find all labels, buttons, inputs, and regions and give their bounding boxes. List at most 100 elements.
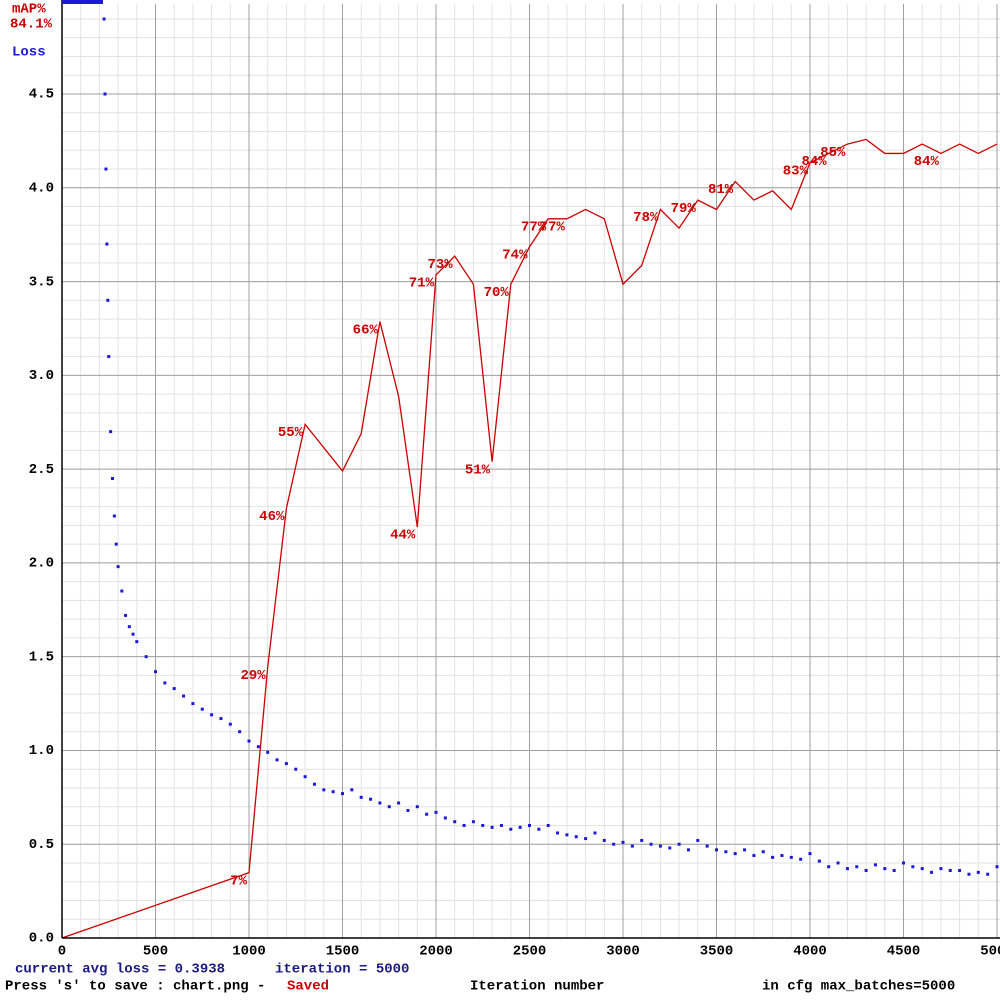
y-tick-label: 2.0 (29, 556, 54, 572)
y-tick-label: 4.5 (29, 87, 54, 103)
loss-point (602, 838, 606, 842)
map-label: 70% (484, 285, 510, 301)
loss-point (621, 840, 625, 844)
loss-point (855, 865, 859, 869)
loss-point (930, 870, 934, 874)
loss-point (341, 792, 345, 796)
loss-point (574, 835, 578, 839)
y-tick-label: 2.5 (29, 462, 54, 478)
loss-point (200, 707, 204, 711)
loss-point (144, 655, 148, 659)
loss-point (612, 842, 616, 846)
loss-point (120, 589, 124, 593)
loss-point (640, 838, 644, 842)
map-label: 73% (427, 257, 453, 273)
loss-point (986, 872, 990, 876)
loss-point (565, 833, 569, 837)
save-state: Saved (287, 979, 329, 995)
loss-point (103, 92, 107, 96)
loss-point (359, 795, 363, 799)
loss-point (110, 477, 114, 481)
y-tick-label: 4.0 (29, 181, 54, 197)
loss-point (892, 868, 896, 872)
loss-point (630, 844, 634, 848)
loss-point (369, 797, 373, 801)
loss-point (771, 855, 775, 859)
loss-point (322, 788, 326, 792)
loss-point (102, 17, 106, 21)
loss-point (827, 865, 831, 869)
loss-point (266, 750, 270, 754)
loss-point (743, 848, 747, 852)
loss-point (107, 355, 111, 359)
y-tick-label: 1.5 (29, 649, 54, 665)
loss-point (154, 670, 158, 674)
loss-point (780, 853, 784, 857)
map-label: 55% (278, 425, 304, 441)
x-tick-label: 1000 (232, 944, 266, 960)
legend-map: mAP% (12, 2, 46, 18)
loss-point (219, 717, 223, 721)
loss-point (490, 825, 494, 829)
loss-point (131, 632, 135, 636)
loss-point (114, 542, 118, 546)
map-label: 74% (502, 248, 528, 264)
loss-point (724, 850, 728, 854)
loss-point (104, 167, 108, 171)
loss-point (228, 722, 232, 726)
max-batches: in cfg max_batches=5000 (762, 979, 955, 995)
status-loss: current avg loss = 0.3938 (15, 962, 225, 978)
loss-point (499, 823, 503, 827)
map-label: 77% (540, 220, 566, 236)
x-tick-label: 4000 (793, 944, 827, 960)
y-tick-label: 3.0 (29, 368, 54, 384)
loss-point (864, 868, 868, 872)
loss-point (182, 694, 186, 698)
loss-point (453, 820, 457, 824)
map-label: 78% (633, 210, 659, 226)
loss-point (817, 859, 821, 863)
loss-point (649, 842, 653, 846)
loss-point (106, 298, 110, 302)
loss-point (948, 868, 952, 872)
map-label: 81% (708, 182, 734, 198)
loss-point (443, 816, 447, 820)
loss-point (911, 865, 915, 869)
loss-point (109, 430, 113, 434)
loss-point (873, 863, 877, 867)
loss-point (116, 565, 120, 569)
loss-point (705, 844, 709, 848)
loss-point (124, 613, 128, 617)
loss-point (799, 857, 803, 861)
map-label: 84% (801, 154, 827, 170)
loss-point (397, 801, 401, 805)
loss-point (294, 767, 298, 771)
y-tick-label: 0.5 (29, 837, 54, 853)
loss-point (967, 872, 971, 876)
map-label: 7% (230, 873, 247, 889)
map-label: 44% (390, 528, 416, 544)
loss-point (238, 730, 242, 734)
loss-point (210, 713, 214, 717)
x-tick-label: 1500 (326, 944, 360, 960)
loss-point (902, 861, 906, 865)
x-tick-label: 3000 (606, 944, 640, 960)
loss-point (387, 805, 391, 809)
loss-point (976, 870, 980, 874)
map-label: 71% (409, 276, 435, 292)
loss-point (939, 867, 943, 871)
loss-point (845, 867, 849, 871)
loss-point (789, 855, 793, 859)
loss-point (105, 242, 109, 246)
loss-point (434, 810, 438, 814)
loss-point (331, 790, 335, 794)
map-label: 66% (353, 322, 379, 338)
loss-point (303, 775, 307, 779)
map-label: 84% (914, 154, 940, 170)
loss-point (481, 823, 485, 827)
map-label: 77% (521, 220, 547, 236)
loss-point (172, 687, 176, 691)
plot-area (62, 17, 999, 938)
